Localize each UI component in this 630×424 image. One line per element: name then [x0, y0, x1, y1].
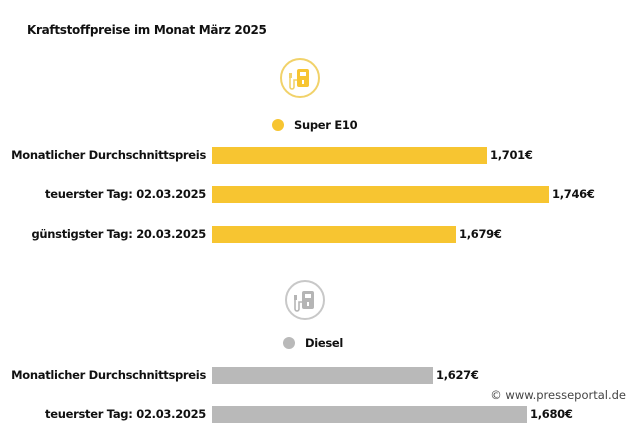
bar-row: günstigster Tag: 20.03.2025 1,679€ — [0, 226, 630, 244]
copyright-watermark: © www.presseportal.de — [490, 388, 626, 402]
bar — [212, 147, 487, 164]
bar-value: 1,701€ — [490, 148, 533, 162]
bar-label: teuerster Tag: 02.03.2025 — [45, 407, 206, 421]
chart-title: Kraftstoffpreise im Monat März 2025 — [27, 23, 267, 37]
bar — [212, 406, 527, 423]
bar-label: teuerster Tag: 02.03.2025 — [45, 187, 206, 201]
bar-label: günstigster Tag: 20.03.2025 — [31, 227, 206, 241]
bar-label: Monatlicher Durchschnittspreis — [11, 368, 206, 382]
bar — [212, 186, 549, 203]
legend-label: Super E10 — [294, 118, 358, 132]
legend-diesel: Diesel — [283, 336, 343, 350]
legend-label: Diesel — [305, 336, 344, 350]
legend-dot-e10 — [272, 119, 284, 131]
bar-label: Monatlicher Durchschnittspreis — [11, 148, 206, 162]
bar-value: 1,680€ — [530, 407, 573, 421]
e10-fuel-pump-icon — [280, 58, 320, 98]
legend-dot-diesel — [283, 337, 295, 349]
bar-row: Monatlicher Durchschnittspreis 1,627€ — [0, 367, 630, 385]
bar-row: teuerster Tag: 02.03.2025 1,746€ — [0, 186, 630, 204]
diesel-fuel-pump-icon — [285, 280, 325, 320]
bar-row: teuerster Tag: 02.03.2025 1,680€ — [0, 406, 630, 424]
legend-e10: Super E10 — [272, 118, 358, 132]
bar — [212, 367, 433, 384]
bar-value: 1,746€ — [552, 187, 595, 201]
bar-row: Monatlicher Durchschnittspreis 1,701€ — [0, 147, 630, 165]
bar — [212, 226, 456, 243]
bar-value: 1,627€ — [436, 368, 479, 382]
bar-value: 1,679€ — [459, 227, 502, 241]
